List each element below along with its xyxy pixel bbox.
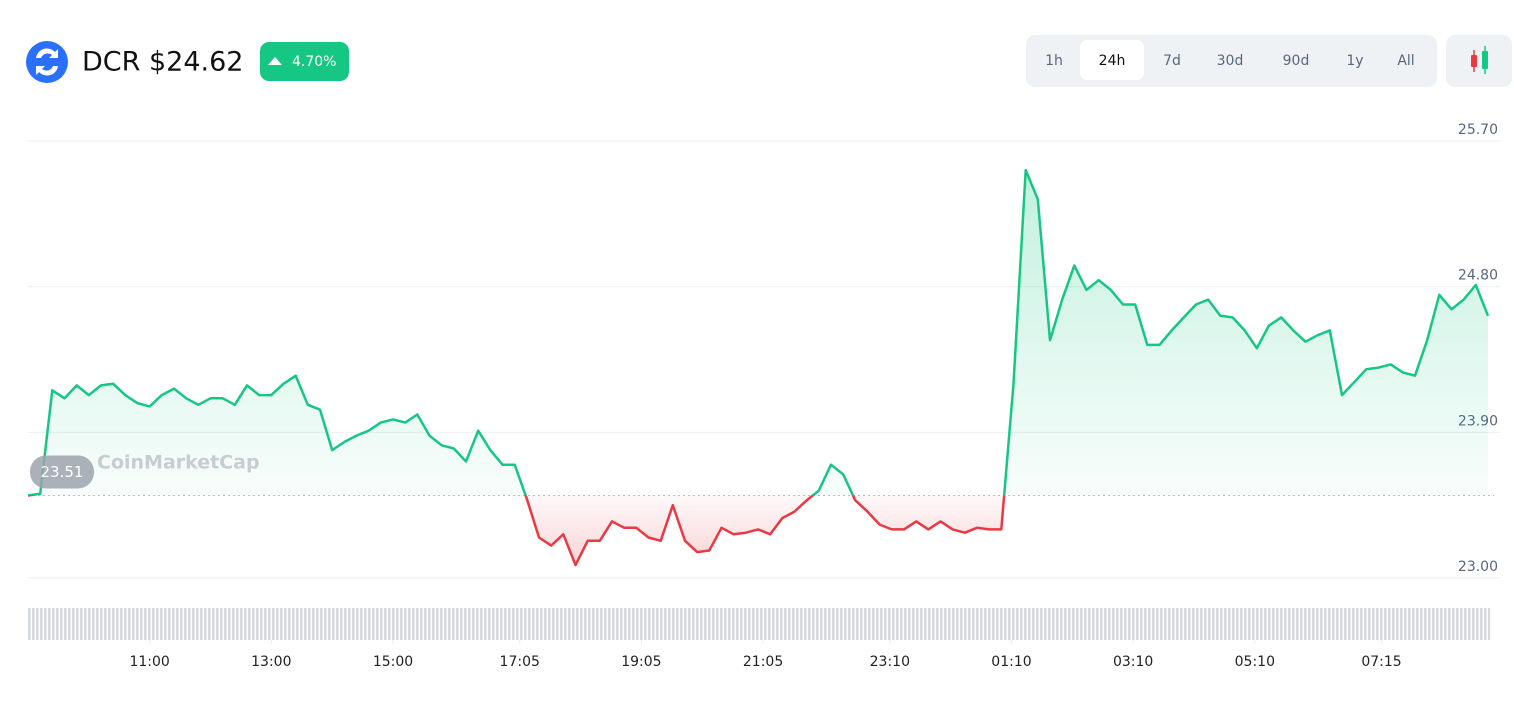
volume-band	[28, 608, 1490, 640]
price-line	[27, 168, 1490, 567]
y-tick-label: 23.00	[1458, 559, 1498, 575]
x-tick-label: 23:10	[870, 654, 910, 670]
candle-icon	[1471, 55, 1477, 67]
x-tick-label: 07:15	[1361, 654, 1401, 670]
y-tick-label: 24.80	[1458, 268, 1498, 284]
coin-logo-glyph	[36, 48, 58, 76]
timeframes: 1h 24h 7d 30d 90d 1y All	[1045, 40, 1415, 80]
up-arrow	[268, 57, 282, 65]
x-tick-label: 19:05	[621, 654, 661, 670]
change-text: 4.70%	[292, 54, 336, 70]
timeframe-button[interactable]: 30d	[1217, 53, 1244, 69]
coin-logo	[26, 41, 68, 83]
candle-icon	[1482, 51, 1488, 69]
timeframe-button[interactable]: 1y	[1346, 53, 1363, 69]
timeframe-selected	[1080, 40, 1144, 80]
timeframe-button[interactable]: 1h	[1045, 53, 1063, 69]
y-tick-label: 25.70	[1458, 122, 1498, 138]
x-tick-label: 15:00	[373, 654, 413, 670]
timeframe-button[interactable]: All	[1397, 53, 1414, 69]
x-tick-label: 05:10	[1235, 654, 1275, 670]
chart-type-button[interactable]	[1446, 35, 1512, 87]
x-tick-label: 21:05	[743, 654, 783, 670]
x-tick-label: 03:10	[1113, 654, 1153, 670]
timeframe-button[interactable]: 7d	[1163, 53, 1181, 69]
watermark: CoinMarketCap	[97, 452, 260, 474]
x-tick-label: 13:00	[251, 654, 291, 670]
x-tick-label: 01:10	[991, 654, 1031, 670]
reference-badge	[30, 455, 94, 489]
reference-label: 23.51	[41, 463, 84, 481]
timeframe-button[interactable]: 90d	[1283, 53, 1310, 69]
price-title: DCR $24.62	[82, 47, 243, 78]
x-tick-label: 17:05	[500, 654, 540, 670]
timeframe-button[interactable]: 24h	[1099, 53, 1126, 69]
x-tick-label: 11:00	[129, 654, 169, 670]
area-fill	[28, 170, 1488, 566]
change-badge	[260, 42, 349, 81]
